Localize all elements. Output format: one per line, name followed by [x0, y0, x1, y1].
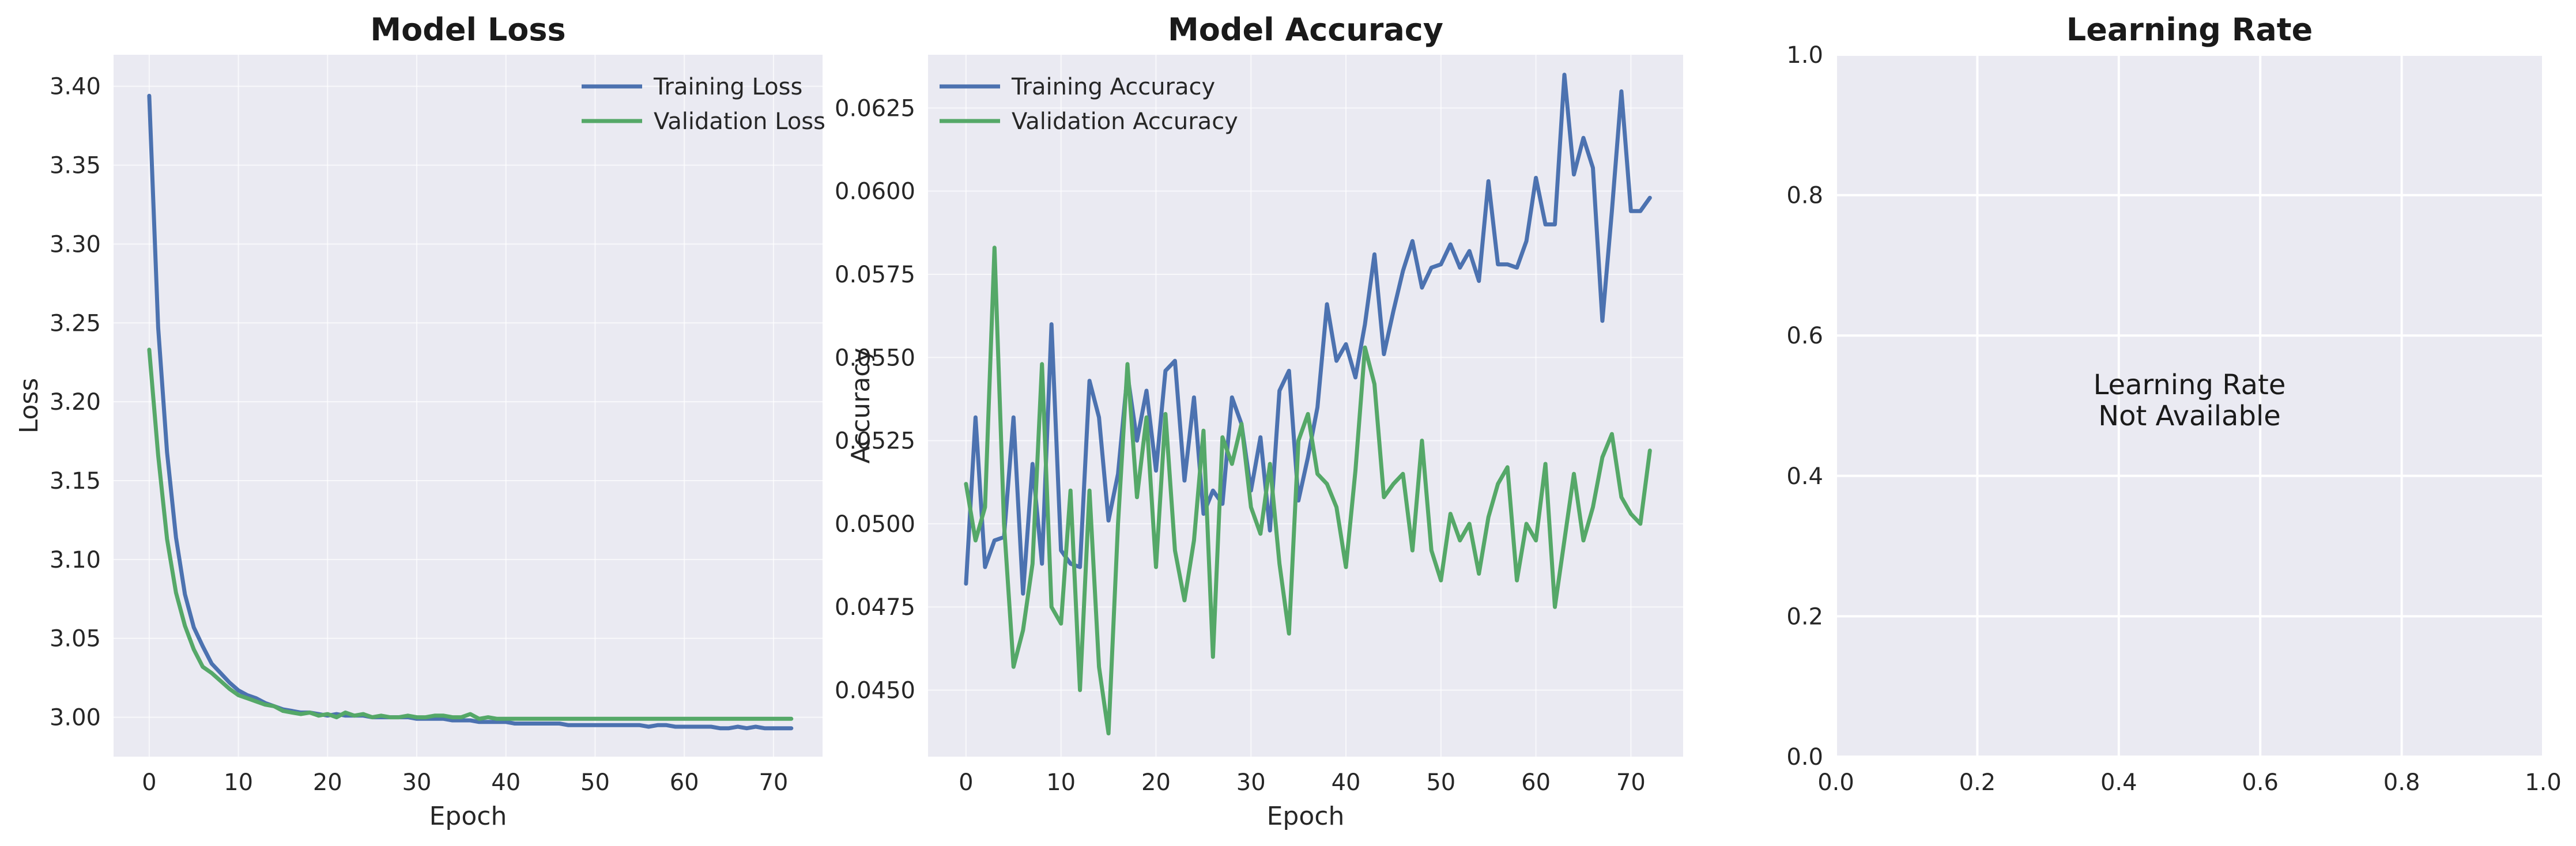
y-tick-label: 0.0475	[835, 594, 915, 621]
x-tick-label: 0.4	[2100, 769, 2137, 796]
chart-panel-1: 0 10 20 30 40 50 60 70 3.00 3.05 3.10 3.15 3.20 3.25 3…	[14, 12, 825, 831]
x-tick-label: 30	[1236, 769, 1266, 796]
y-tick-label: 0.0500	[835, 511, 915, 538]
x-tick-label: 10	[1046, 769, 1076, 796]
y-tick-label: 3.10	[50, 547, 101, 573]
y-tick-label: 0.0625	[835, 95, 915, 122]
y-tick-label: 0.0525	[835, 428, 915, 455]
x-tick-label: 70	[1616, 769, 1646, 796]
chart-panel-3: 0.0 0.2 0.4 0.6 0.8 1.0 0.0 0.2 0.4 0.6 0.8 1.0 Lear…	[1786, 12, 2561, 796]
plot-area	[1836, 55, 2543, 757]
chart-panel-2: 0 10 20 30 40 50 60 70 0.0450 0.0475 0.0500 0.0525 0…	[835, 12, 1683, 831]
x-tick-label: 0.6	[2242, 769, 2279, 796]
y-axis-label: Loss	[14, 378, 44, 434]
annotation-text: Learning Rate	[2094, 369, 2286, 401]
x-tick-label: 10	[224, 769, 253, 796]
series-line-2	[964, 246, 1652, 736]
x-axis-label: Epoch	[1267, 802, 1345, 831]
series-line-2	[147, 348, 794, 721]
plot-area	[114, 55, 823, 757]
x-tick-label: 20	[1141, 769, 1171, 796]
y-tick-label: 3.40	[50, 74, 101, 100]
y-tick-label: 3.15	[50, 468, 101, 494]
y-tick-label: 0.4	[1786, 463, 1823, 490]
y-tick-label: 0.0550	[835, 345, 915, 371]
legend-label: Validation Accuracy	[1012, 108, 1238, 135]
y-tick-label: 0.8	[1786, 183, 1823, 209]
y-tick-label: 0.0450	[835, 678, 915, 704]
y-tick-label: 1.0	[1786, 42, 1823, 69]
x-tick-label: 60	[670, 769, 699, 796]
x-tick-label: 50	[1426, 769, 1455, 796]
x-tick-label: 30	[402, 769, 432, 796]
y-tick-label: 3.30	[50, 231, 101, 258]
x-axis-label: Epoch	[429, 802, 507, 831]
y-axis-label: Accuracy	[846, 348, 876, 464]
x-tick-label: 0.8	[2383, 769, 2420, 796]
chart-title: Model Accuracy	[1168, 12, 1443, 48]
x-tick-label: 70	[759, 769, 788, 796]
legend-label: Training Accuracy	[1011, 74, 1215, 100]
chart-title: Learning Rate	[2066, 12, 2313, 48]
legend-label: Training Loss	[653, 74, 802, 100]
y-tick-label: 3.05	[50, 626, 101, 652]
legend-label: Validation Loss	[654, 108, 825, 135]
annotation-text: Not Available	[2098, 400, 2281, 432]
x-tick-label: 0.0	[1817, 769, 1854, 796]
y-tick-label: 0.6	[1786, 323, 1823, 349]
x-tick-label: 0	[142, 769, 156, 796]
series-line-1	[964, 73, 1652, 596]
y-tick-label: 3.25	[50, 310, 101, 337]
x-tick-label: 0	[959, 769, 973, 796]
x-tick-label: 1.0	[2525, 769, 2562, 796]
y-tick-label: 3.20	[50, 389, 101, 416]
x-tick-label: 60	[1521, 769, 1551, 796]
x-tick-label: 50	[580, 769, 610, 796]
x-tick-label: 20	[313, 769, 342, 796]
y-tick-label: 3.35	[50, 153, 101, 179]
x-tick-label: 40	[491, 769, 521, 796]
y-tick-label: 3.00	[50, 705, 101, 731]
series-line-1	[147, 93, 794, 731]
chart-title: Model Loss	[370, 12, 565, 48]
y-tick-label: 0.0575	[835, 262, 915, 288]
legend: Training Loss Validation Loss	[582, 74, 825, 135]
x-tick-label: 0.2	[1959, 769, 1996, 796]
y-tick-label: 0.2	[1786, 603, 1823, 630]
y-tick-label: 0.0	[1786, 744, 1823, 771]
x-tick-label: 40	[1332, 769, 1361, 796]
y-tick-label: 0.0600	[835, 179, 915, 205]
legend: Training Accuracy Validation Accuracy	[940, 74, 1238, 135]
